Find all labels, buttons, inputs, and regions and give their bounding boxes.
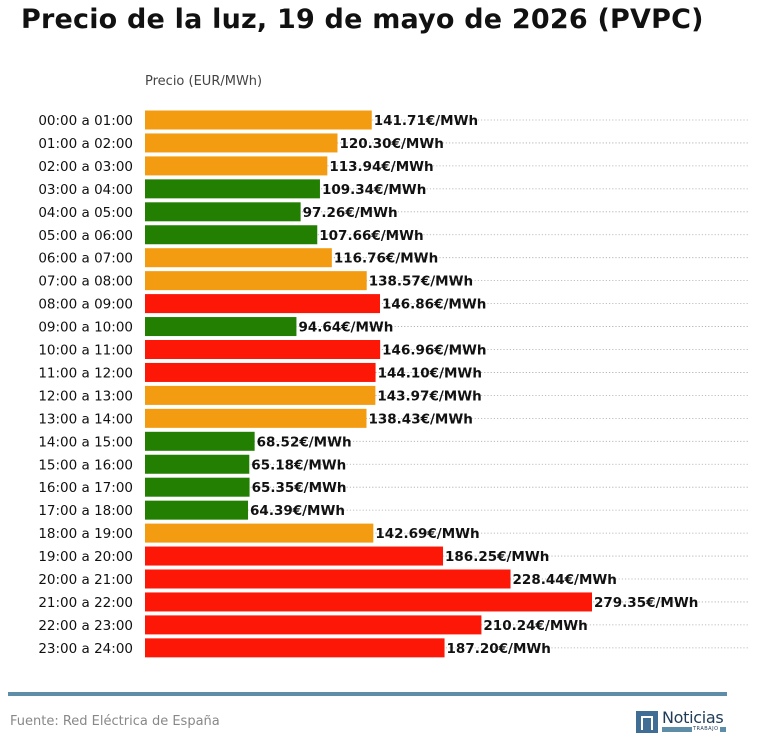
value-label: 146.86€/MWh — [382, 297, 486, 313]
bar — [145, 638, 445, 658]
value-label: 143.97€/MWh — [377, 388, 481, 404]
footer-divider — [8, 692, 727, 696]
category-label: 16:00 a 17:00 — [38, 480, 133, 496]
value-label: 64.39€/MWh — [250, 503, 345, 519]
bar — [145, 110, 372, 130]
bar — [145, 615, 482, 635]
bar — [145, 546, 444, 566]
category-label: 04:00 a 05:00 — [38, 205, 133, 221]
category-label: 00:00 a 01:00 — [38, 113, 133, 129]
category-label: 06:00 a 07:00 — [38, 251, 133, 267]
category-label: 09:00 a 10:00 — [38, 320, 133, 336]
source-note: Fuente: Red Eléctrica de España — [10, 714, 220, 729]
category-label: 07:00 a 08:00 — [38, 274, 133, 290]
value-label: 109.34€/MWh — [322, 182, 426, 198]
category-label: 23:00 a 24:00 — [38, 641, 133, 657]
category-label: 22:00 a 23:00 — [38, 618, 133, 634]
value-label: 138.57€/MWh — [369, 274, 473, 290]
bar — [145, 477, 250, 497]
logo-mark-icon — [636, 711, 658, 733]
bar — [145, 431, 255, 451]
bar — [145, 454, 250, 474]
bar — [145, 317, 297, 337]
value-label: 107.66€/MWh — [319, 228, 423, 244]
bar — [145, 156, 328, 176]
category-label: 01:00 a 02:00 — [38, 136, 133, 152]
category-label: 05:00 a 06:00 — [38, 228, 133, 244]
bar — [145, 523, 374, 543]
value-label: 141.71€/MWh — [374, 113, 478, 129]
bar — [145, 202, 301, 222]
category-label: 17:00 a 18:00 — [38, 503, 133, 519]
value-label: 65.35€/MWh — [252, 480, 347, 496]
value-label: 187.20€/MWh — [447, 641, 551, 657]
category-label: 03:00 a 04:00 — [38, 182, 133, 198]
value-label: 138.43€/MWh — [369, 411, 473, 427]
x-axis-label: Precio (EUR/MWh) — [145, 74, 263, 89]
logo-subtext: TRABAJO — [692, 726, 720, 732]
logo-word: Noticias — [662, 708, 724, 727]
value-label: 186.25€/MWh — [445, 549, 549, 565]
category-label: 11:00 a 12:00 — [38, 365, 133, 381]
bar — [145, 271, 367, 291]
category-label: 12:00 a 13:00 — [38, 388, 133, 404]
bar — [145, 592, 592, 612]
value-label: 228.44€/MWh — [513, 572, 617, 588]
category-label: 19:00 a 20:00 — [38, 549, 133, 565]
bar — [145, 179, 320, 199]
category-label: 02:00 a 03:00 — [38, 159, 133, 175]
bar — [145, 569, 511, 589]
value-label: 94.64€/MWh — [298, 320, 393, 336]
category-label: 18:00 a 19:00 — [38, 526, 133, 542]
value-label: 146.96€/MWh — [382, 343, 486, 359]
category-label: 15:00 a 16:00 — [38, 457, 133, 473]
value-label: 210.24€/MWh — [483, 618, 587, 634]
chart-title: Precio de la luz, 19 de mayo de 2026 (PV… — [21, 4, 704, 35]
category-label: 20:00 a 21:00 — [38, 572, 133, 588]
bar — [145, 362, 376, 382]
bar — [145, 133, 338, 153]
value-label: 65.18€/MWh — [251, 457, 346, 473]
value-label: 279.35€/MWh — [594, 595, 698, 611]
value-label: 116.76€/MWh — [334, 251, 438, 267]
bar — [145, 248, 332, 268]
bar — [145, 408, 367, 428]
value-label: 113.94€/MWh — [329, 159, 433, 175]
bar — [145, 225, 318, 245]
value-label: 120.30€/MWh — [339, 136, 443, 152]
bar — [145, 500, 249, 520]
category-label: 21:00 a 22:00 — [38, 595, 133, 611]
value-label: 142.69€/MWh — [375, 526, 479, 542]
category-label: 08:00 a 09:00 — [38, 297, 133, 313]
bar — [145, 385, 376, 405]
value-label: 68.52€/MWh — [257, 434, 352, 450]
bar — [145, 294, 380, 314]
price-bar-chart: 00:00 a 01:00 141.71€/MWh 01:00 a 02:00 120… — [38, 110, 748, 658]
value-label: 144.10€/MWh — [378, 365, 482, 381]
category-label: 13:00 a 14:00 — [38, 411, 133, 427]
noticias-trabajo-logo: Noticias TRABAJO — [636, 708, 730, 735]
category-label: 14:00 a 15:00 — [38, 434, 133, 450]
category-label: 10:00 a 11:00 — [38, 343, 133, 359]
bar — [145, 340, 381, 359]
value-label: 97.26€/MWh — [303, 205, 398, 221]
